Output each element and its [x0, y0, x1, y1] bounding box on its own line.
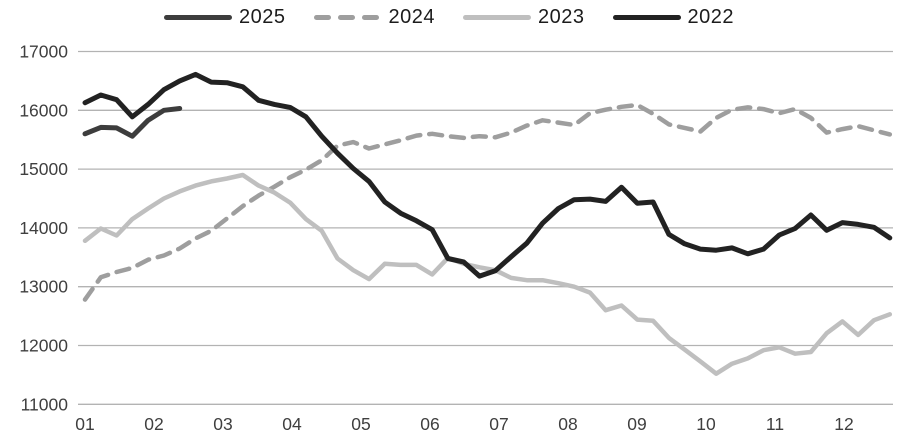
legend-item-2022: 2022 — [612, 6, 735, 29]
legend-label: 2023 — [538, 6, 585, 28]
legend-dash — [337, 15, 355, 20]
series-line-2022 — [82, 71, 893, 279]
y-tick-label: 17000 — [19, 42, 68, 62]
y-tick-label: 13000 — [19, 277, 68, 297]
x-tick-label: 11 — [766, 414, 784, 434]
y-tick-label: 15000 — [19, 159, 68, 179]
legend-line-sample — [612, 15, 681, 20]
legend-label: 2024 — [388, 6, 435, 28]
legend-item-2025: 2025 — [164, 6, 286, 29]
legend-dash — [361, 15, 379, 20]
series-line-2025 — [82, 106, 183, 139]
gridlines — [78, 50, 893, 405]
y-tick-label: 12000 — [19, 336, 68, 356]
legend-label: 2022 — [687, 6, 734, 28]
x-tick-label: 01 — [75, 414, 94, 434]
y-tick-label: 16000 — [19, 100, 68, 120]
chart-legend: 2025 2024 2023 2022 — [164, 6, 734, 29]
series-line-2024 — [82, 102, 893, 302]
data-series — [82, 71, 893, 376]
legend-dashed-line-sample — [313, 15, 382, 20]
x-tick-label: 05 — [351, 414, 370, 434]
x-tick-label: 07 — [489, 414, 508, 434]
x-tick-label: 10 — [696, 414, 716, 434]
x-tick-label: 02 — [144, 414, 163, 434]
legend-dash — [313, 15, 331, 20]
x-tick-label: 06 — [420, 414, 439, 434]
legend-label: 2025 — [239, 6, 286, 28]
y-tick-label: 11000 — [21, 394, 69, 414]
x-tick-label: 09 — [627, 414, 646, 434]
x-tick-label: 04 — [282, 414, 302, 434]
legend-line-sample — [463, 15, 531, 20]
x-tick-label: 12 — [834, 414, 853, 434]
x-tick-label: 08 — [558, 414, 577, 434]
series-line-2023 — [82, 172, 893, 376]
y-tick-label: 14000 — [19, 218, 68, 238]
legend-item-2023: 2023 — [463, 6, 585, 29]
x-tick-label: 03 — [213, 414, 232, 434]
y-axis-labels: 11000 12000 13000 14000 15000 16000 17000 — [19, 42, 68, 415]
x-axis-labels: 01 02 03 04 05 06 07 08 09 10 11 12 — [75, 414, 853, 434]
legend-item-2024: 2024 — [313, 6, 436, 29]
legend-line-sample — [164, 15, 232, 20]
